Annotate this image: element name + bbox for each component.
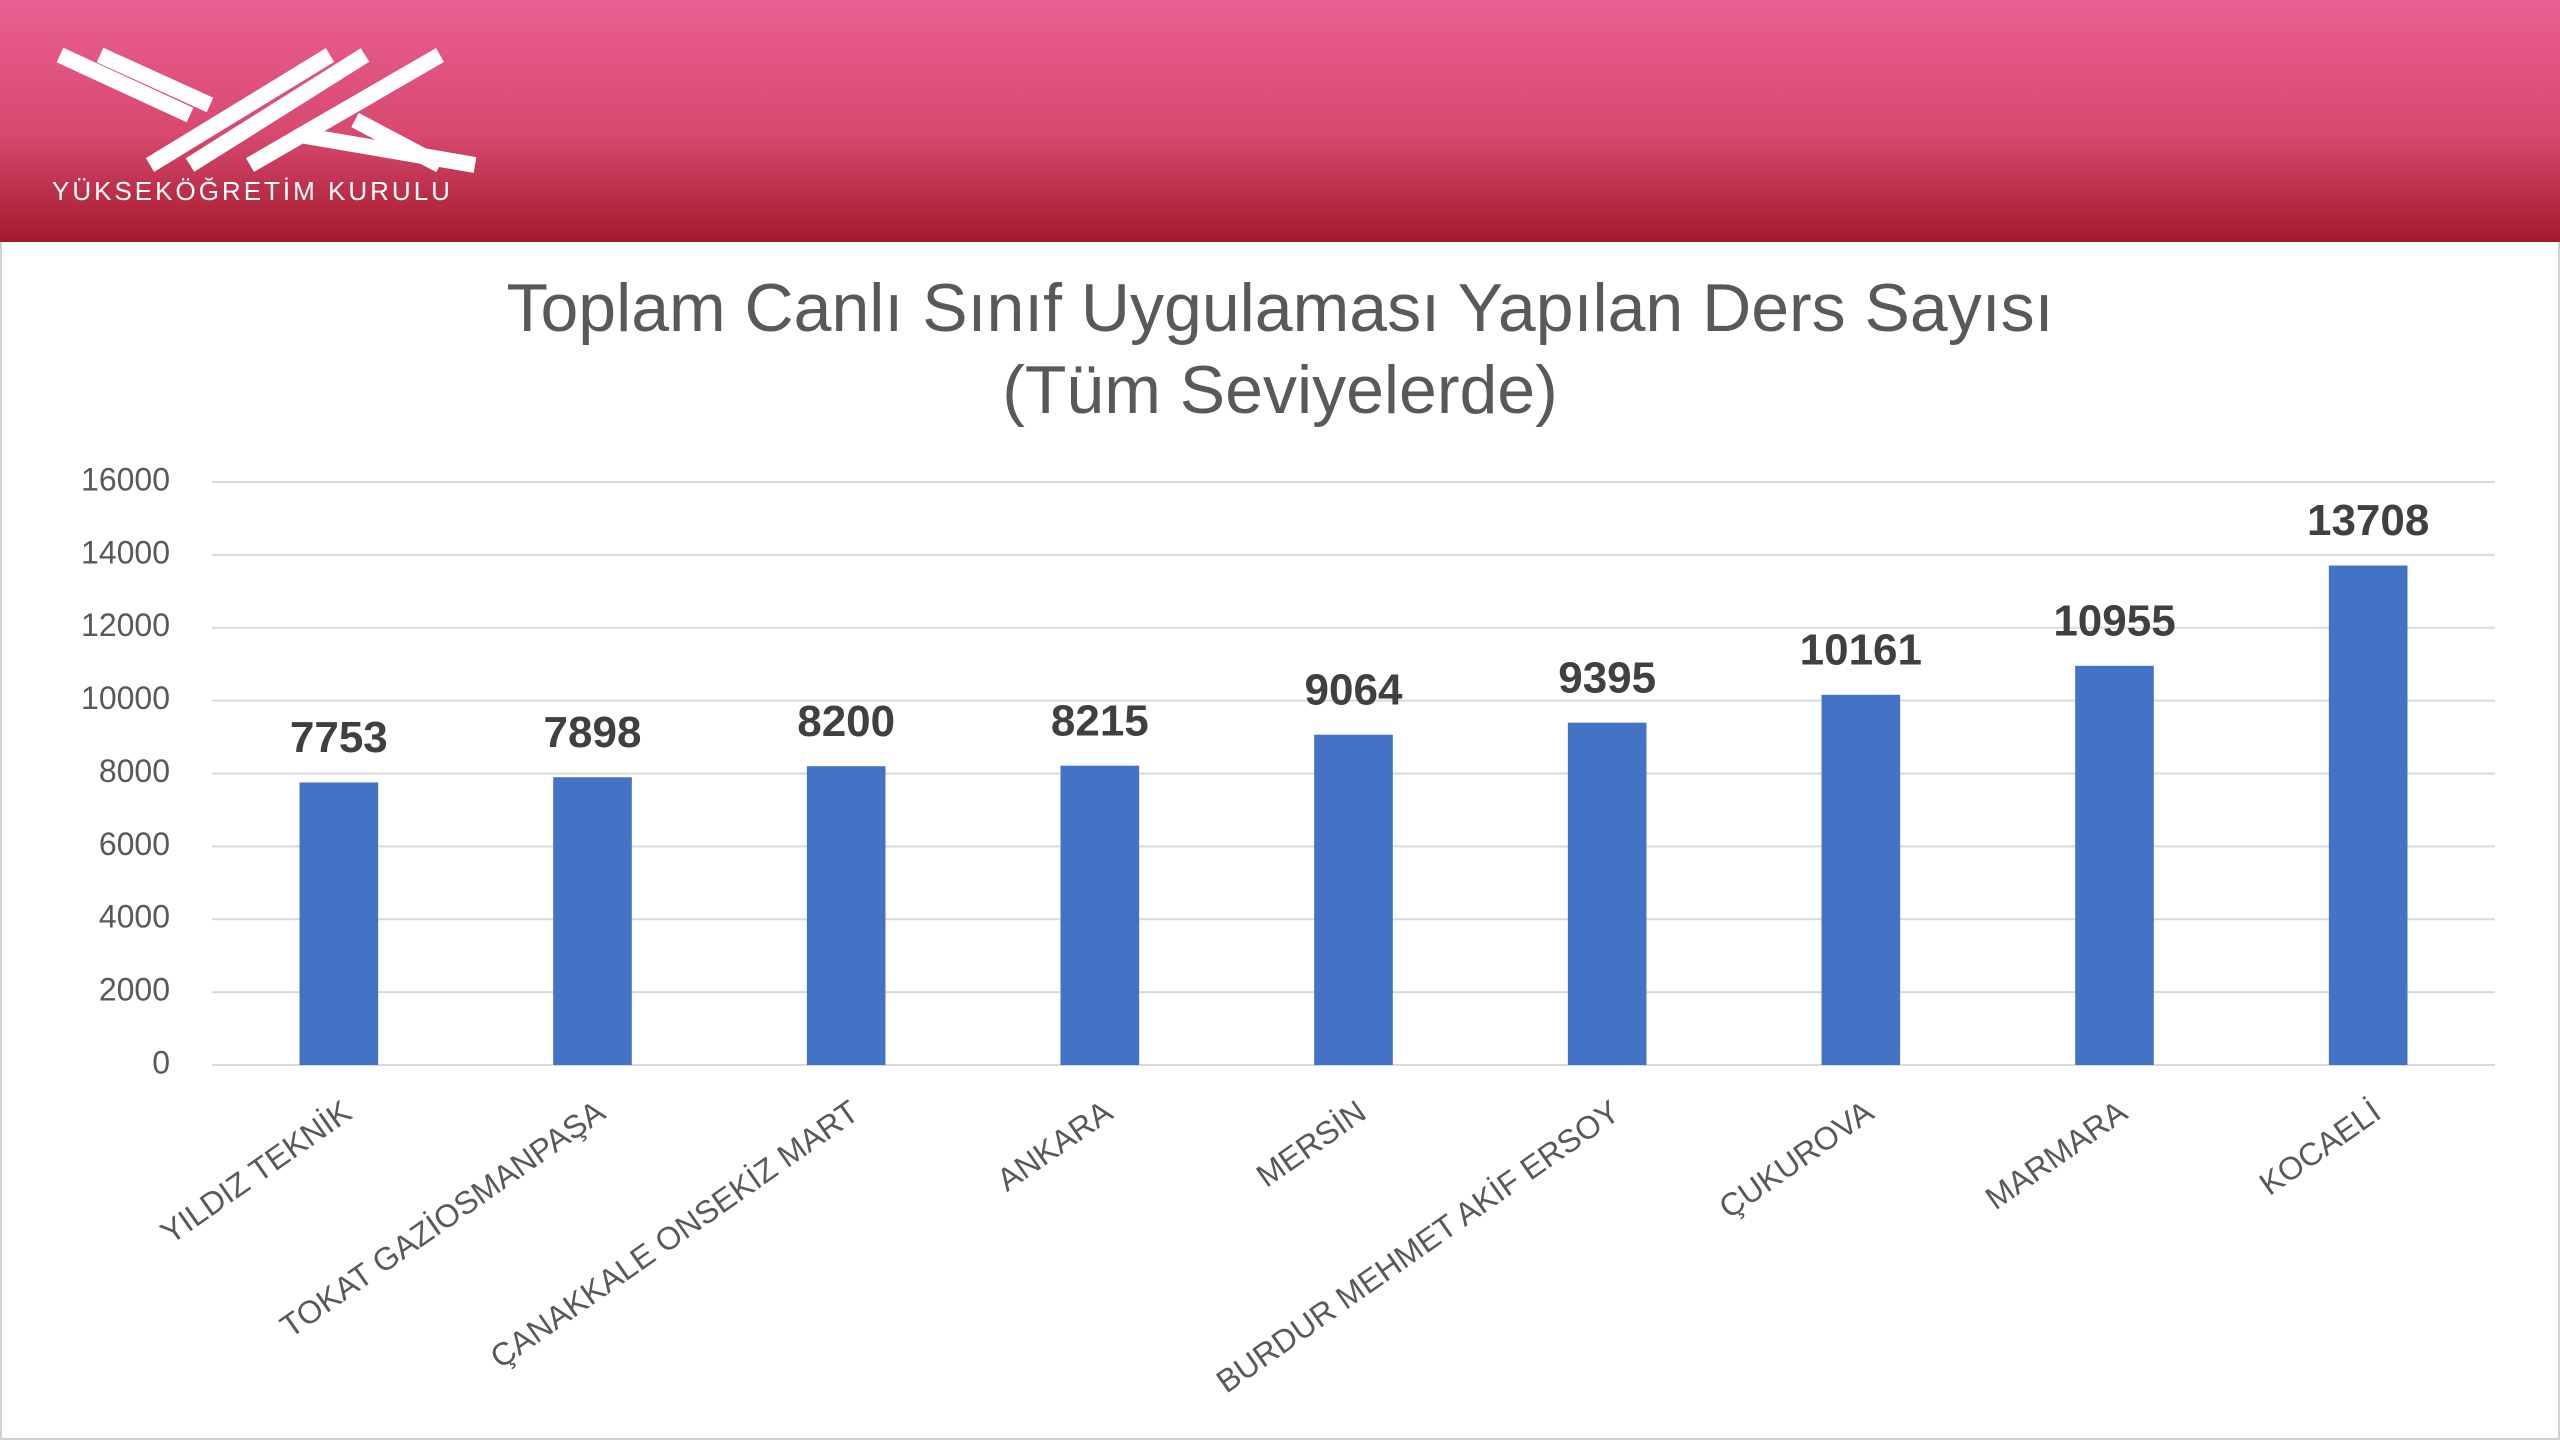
chart-title: Toplam Canlı Sınıf Uygulaması Yapılan De… <box>506 270 2053 346</box>
org-name: YÜKSEKÖĞRETİM KURULU <box>52 176 453 206</box>
bar <box>2075 665 2154 1065</box>
value-label: 9064 <box>1305 665 1403 714</box>
value-label: 13708 <box>2307 496 2429 545</box>
bar <box>1060 765 1140 1065</box>
bar <box>299 782 379 1065</box>
y-tick-label: 8000 <box>99 753 170 789</box>
value-label: 9395 <box>1558 653 1656 702</box>
bar <box>1821 694 1901 1065</box>
logo-mark <box>56 47 477 173</box>
value-label: 7898 <box>544 708 642 757</box>
value-label: 8215 <box>1051 696 1149 745</box>
chart-subtitle: (Tüm Seviyelerde) <box>1002 352 1558 428</box>
header-banner <box>0 0 2560 242</box>
value-label: 7753 <box>290 713 388 762</box>
y-tick-label: 4000 <box>99 899 170 935</box>
y-tick-label: 2000 <box>99 972 170 1008</box>
bar <box>2328 565 2408 1065</box>
value-label: 8200 <box>797 697 895 746</box>
bar <box>806 766 886 1065</box>
y-tick-label: 10000 <box>81 680 170 716</box>
y-tick-label: 14000 <box>81 534 170 570</box>
y-tick-label: 0 <box>152 1044 170 1080</box>
y-tick-label: 6000 <box>99 826 170 862</box>
y-tick-label: 12000 <box>81 607 170 643</box>
bar <box>553 777 632 1065</box>
y-tick-label: 16000 <box>81 461 170 497</box>
value-label: 10161 <box>1800 625 1922 674</box>
bar <box>1567 722 1647 1065</box>
value-label: 10955 <box>2053 596 2175 645</box>
bar <box>1314 734 1393 1065</box>
